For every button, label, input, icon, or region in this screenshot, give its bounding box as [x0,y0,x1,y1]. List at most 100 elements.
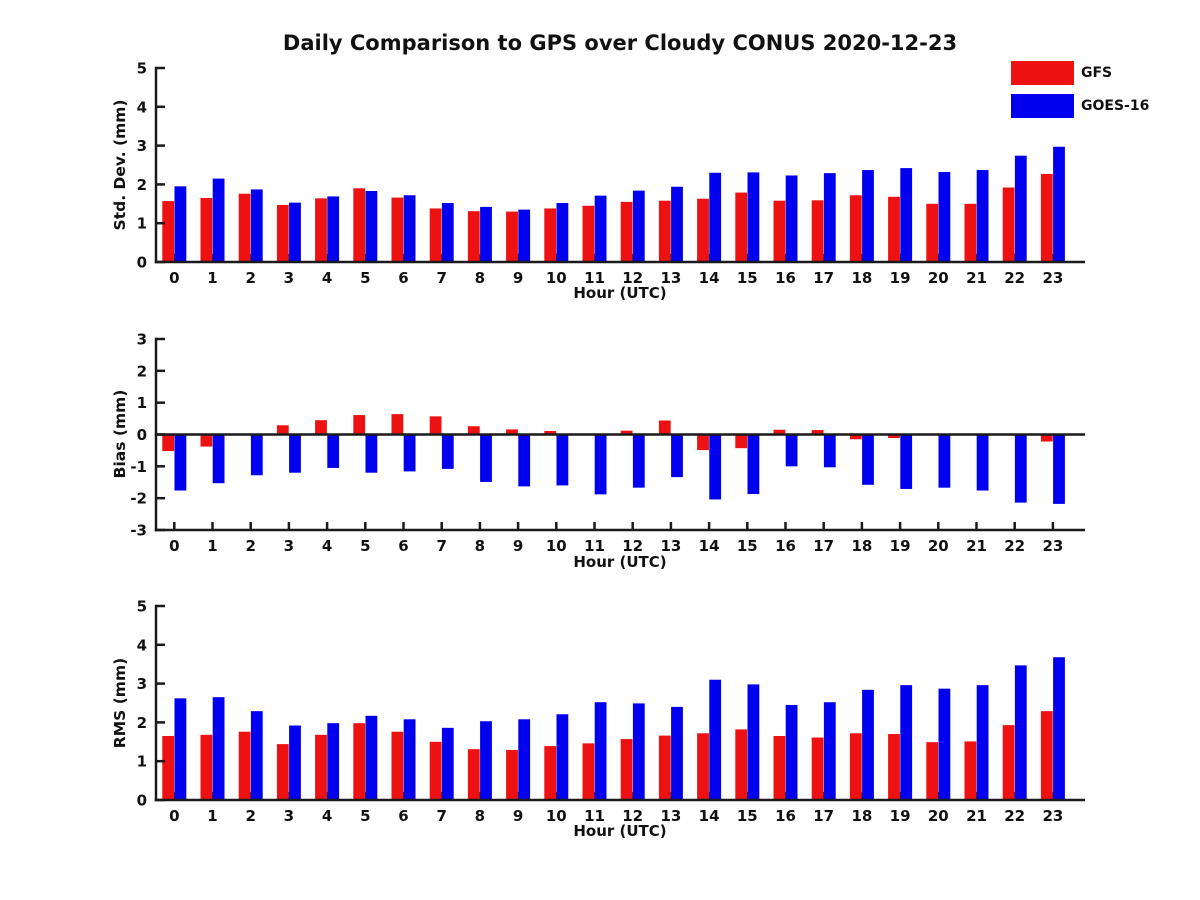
svg-text:18: 18 [851,269,872,287]
svg-text:7: 7 [436,807,446,825]
svg-text:23: 23 [1042,269,1063,287]
bias-bar-goes-16-h4 [327,434,340,468]
rms-bar-goes-16-h7 [441,727,454,800]
svg-text:10: 10 [546,269,567,287]
svg-text:14: 14 [699,807,720,825]
stddev-bar-gfs-h17 [811,200,824,262]
stddev-bar-goes-16-h2 [250,189,263,262]
bias-bar-goes-16-h12 [632,434,645,488]
rms-bar-gfs-h11 [582,743,595,800]
rms-bar-gfs-h18 [849,733,862,800]
stddev-bar-goes-16-h12 [632,190,645,262]
svg-text:6: 6 [398,807,408,825]
svg-text:1: 1 [137,394,147,412]
svg-text:6: 6 [398,537,408,555]
stddev-bar-gfs-h10 [544,208,557,262]
svg-text:6: 6 [398,269,408,287]
svg-text:22: 22 [1004,269,1025,287]
bias-bar-goes-16-h21 [976,434,989,491]
stddev-bar-goes-16-h5 [365,190,378,262]
svg-text:3: 3 [284,807,294,825]
rms-bar-goes-16-h11 [594,702,607,800]
svg-text:17: 17 [813,807,834,825]
svg-text:2: 2 [137,362,147,380]
legend-item-goes16: GOES-16 [1011,94,1149,118]
stddev-bar-gfs-h3 [276,204,289,262]
bias-bar-goes-16-h19 [900,434,913,489]
rms-bar-gfs-h7 [429,741,442,800]
svg-text:3: 3 [284,269,294,287]
svg-text:18: 18 [851,807,872,825]
bias-bar-goes-16-h23 [1053,434,1065,504]
svg-text:5: 5 [137,598,147,616]
stddev-bar-gfs-h1 [200,197,213,262]
svg-text:1: 1 [137,753,147,771]
svg-text:23: 23 [1042,537,1063,555]
rms-bar-gfs-h6 [391,731,404,800]
svg-text:9: 9 [513,537,523,555]
rms-bar-gfs-h21 [964,741,977,800]
bias-bar-goes-16-h11 [594,434,607,495]
svg-text:21: 21 [966,807,987,825]
stddev-bar-goes-16-h18 [862,170,874,262]
rms-bar-goes-16-h16 [785,704,798,800]
svg-text:4: 4 [137,636,147,654]
svg-text:16: 16 [775,269,796,287]
stddev-bar-goes-16-h9 [518,209,531,262]
svg-text:2: 2 [245,537,255,555]
rms-bar-goes-16-h2 [250,711,263,800]
svg-text:18: 18 [851,537,872,555]
svg-text:22: 22 [1004,537,1025,555]
svg-text:-2: -2 [130,490,147,508]
rms-bar-goes-16-h23 [1053,657,1065,800]
svg-text:8: 8 [475,537,485,555]
bias-bar-gfs-h8 [467,426,480,435]
bias-bar-gfs-h3 [276,425,289,435]
rms-bar-goes-16-h17 [823,702,836,800]
svg-text:23: 23 [1042,807,1063,825]
bias-bar-gfs-h16 [773,429,786,435]
svg-text:15: 15 [737,269,758,287]
bias-bar-gfs-h9 [506,429,518,435]
stddev-bar-gfs-h0 [162,201,175,262]
svg-text:20: 20 [928,269,949,287]
bias-bar-goes-16-h9 [518,434,531,487]
bias-bar-goes-16-h10 [556,434,569,486]
svg-text:20: 20 [928,537,949,555]
rms-bar-goes-16-h18 [862,689,874,800]
rms-bar-gfs-h13 [658,735,671,800]
rms-bar-gfs-h3 [276,744,289,800]
bias-bar-goes-16-h22 [1014,434,1027,503]
stddev-bar-goes-16-h15 [747,172,760,262]
svg-text:12: 12 [622,269,643,287]
svg-text:10: 10 [546,807,567,825]
rms-bar-gfs-h5 [353,723,366,800]
stddev-bar-goes-16-h23 [1053,146,1065,262]
stddev-bar-gfs-h12 [620,201,633,262]
svg-text:19: 19 [890,537,911,555]
stddev-bar-gfs-h18 [849,195,862,262]
bias-bar-goes-16-h16 [785,434,798,467]
bias-bar-gfs-h10 [544,430,557,435]
rms-bar-gfs-h23 [1040,711,1053,800]
rms-bar-gfs-h1 [200,734,213,800]
bias-bar-goes-16-h6 [403,434,416,472]
svg-text:7: 7 [436,269,446,287]
stddev-bar-goes-16-h1 [212,178,225,262]
rms-bar-gfs-h2 [238,731,251,800]
bias-bar-gfs-h5 [353,415,366,435]
svg-text:5: 5 [137,60,147,78]
rms-bar-gfs-h12 [620,739,633,800]
svg-text:15: 15 [737,537,758,555]
bias-bar-goes-16-h5 [365,434,378,473]
rms-bar-goes-16-h12 [632,703,645,800]
stddev-bar-gfs-h11 [582,205,595,262]
stddev-bar-gfs-h20 [926,203,939,262]
bias-bar-gfs-h6 [391,414,404,435]
svg-text:0: 0 [137,254,147,272]
rms-bar-goes-16-h19 [900,685,913,800]
svg-text:13: 13 [660,807,681,825]
svg-text:-1: -1 [130,458,147,476]
